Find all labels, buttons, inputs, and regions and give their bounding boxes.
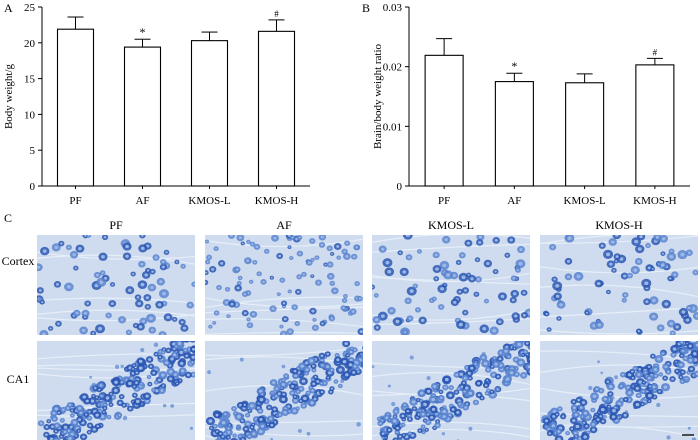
micrograph-image: [37, 235, 195, 335]
bar: [635, 64, 675, 187]
micrograph-image: [540, 235, 698, 335]
column-label: KMOS-H: [595, 218, 643, 232]
micrograph-image: [540, 341, 698, 440]
bar: [123, 46, 162, 187]
bar: [190, 40, 229, 187]
x-tick-label: KMOS-H: [255, 195, 298, 207]
x-tick-label: KMOS-L: [188, 195, 230, 207]
x-tick-label: AF: [135, 195, 149, 207]
micrograph-image: [37, 341, 195, 440]
bar: [257, 30, 296, 187]
panel-letter: C: [4, 211, 12, 225]
column-label: KMOS-L: [428, 218, 474, 232]
significance-mark: #: [274, 9, 279, 19]
y-tick-label: 0: [30, 181, 36, 193]
chart-brain-body-ratio: B 0 0.01 0.02 0.03 Brain/body weight ratio PF A…: [362, 1, 690, 207]
chart-body-weight: A 0 5 10 15 20 25 Body weight/g PF AF * KMOS-L KMOS-…: [3, 1, 310, 207]
panel-letter: B: [362, 1, 370, 15]
micrograph-image: [205, 235, 363, 335]
micrograph-image: [372, 341, 530, 440]
row-label: CA1: [7, 372, 30, 386]
x-tick-label: PF: [69, 195, 81, 207]
bar: [565, 82, 605, 187]
x-tick-label: KMOS-L: [564, 195, 606, 207]
x-tick-label: PF: [438, 195, 450, 207]
y-tick-label: 0: [397, 181, 403, 193]
significance-mark: *: [140, 25, 146, 39]
y-tick-label: 0.01: [383, 121, 402, 133]
x-tick-label: AF: [507, 195, 521, 207]
micrograph-image: [372, 235, 530, 335]
significance-mark: #: [653, 47, 658, 57]
bar: [56, 28, 95, 187]
y-tick-label: 0.03: [383, 2, 403, 14]
significance-mark: *: [511, 59, 517, 73]
y-tick-label: 25: [24, 2, 36, 14]
micrograph-panel: C PF AF KMOS-L KMOS-H Cortex CA1: [2, 211, 698, 440]
bar: [424, 54, 464, 187]
y-tick-label: 15: [24, 74, 36, 86]
y-tick-label: 5: [30, 145, 36, 157]
column-label: AF: [276, 218, 292, 232]
row-label: Cortex: [2, 254, 35, 268]
y-axis-title: Brain/body weight ratio: [372, 43, 384, 149]
y-tick-label: 0.02: [383, 62, 402, 74]
y-tick-label: 10: [24, 109, 36, 121]
y-tick-label: 20: [24, 38, 36, 50]
x-tick-label: KMOS-H: [633, 195, 676, 207]
column-label: PF: [109, 218, 123, 232]
micrograph-image: [205, 341, 363, 440]
panel-letter: A: [4, 1, 13, 15]
y-axis-title: Body weight/g: [3, 63, 15, 129]
bar: [494, 81, 534, 187]
